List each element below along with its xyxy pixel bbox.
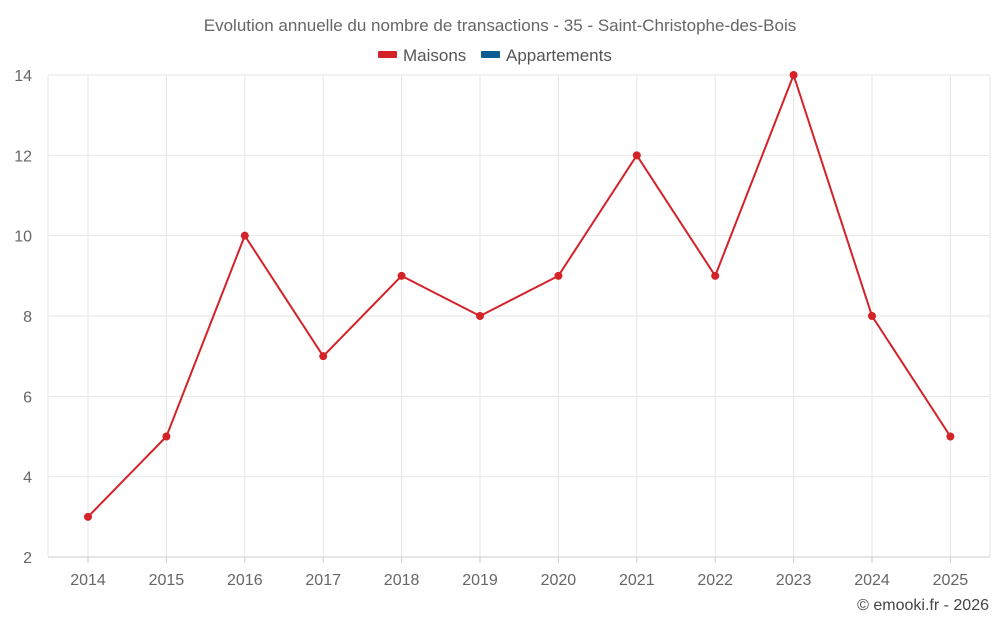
- x-tick-label: 2016: [227, 572, 263, 589]
- x-tick-label: 2017: [305, 572, 341, 589]
- series-line-maisons: [87, 74, 952, 518]
- data-point-maisons: [397, 271, 406, 280]
- y-tick-label: 2: [23, 550, 32, 567]
- data-point-maisons: [476, 312, 484, 320]
- x-tick-label: 2021: [619, 572, 655, 589]
- x-tick-label: 2025: [933, 572, 969, 589]
- x-tick-label: 2022: [697, 572, 733, 589]
- data-point-maisons: [789, 71, 798, 79]
- data-point-maisons: [711, 271, 720, 280]
- data-point-maisons: [162, 432, 171, 441]
- data-point-maisons: [240, 231, 249, 240]
- x-axis: 2014 2015 2016 2017 2018 2019 2020 2021 2022 2023…: [48, 556, 990, 589]
- chart-title: Evolution annuelle du nombre de transact…: [204, 16, 797, 35]
- legend-label-appartements: Appartements: [506, 46, 612, 65]
- x-tick-label: 2024: [854, 572, 890, 589]
- data-point-maisons: [946, 432, 955, 441]
- x-tick-label: 2014: [70, 572, 106, 589]
- y-tick-label: 6: [23, 389, 32, 406]
- y-tick-label: 8: [23, 309, 32, 326]
- y-tick-label: 14: [14, 68, 32, 85]
- x-tick-label: 2020: [541, 572, 577, 589]
- legend-label-maisons: Maisons: [403, 46, 466, 65]
- legend: Maisons Appartements: [378, 46, 612, 65]
- series-layer: [84, 71, 955, 521]
- legend-item-appartements[interactable]: Appartements: [481, 46, 612, 65]
- legend-item-maisons[interactable]: Maisons: [378, 46, 466, 65]
- y-tick-label: 4: [23, 470, 32, 487]
- y-tick-label: 10: [14, 229, 32, 246]
- grid: [48, 74, 990, 557]
- x-tick-label: 2018: [384, 572, 420, 589]
- y-tick-label: 12: [14, 148, 32, 165]
- data-point-maisons: [554, 271, 563, 280]
- legend-swatch-appartements: [481, 51, 500, 58]
- legend-swatch-maisons: [378, 51, 397, 58]
- data-point-maisons: [632, 151, 641, 160]
- x-tick-label: 2023: [776, 572, 812, 589]
- data-point-maisons: [84, 512, 92, 521]
- y-axis: 2 4 6 8 10 12 14: [14, 68, 991, 567]
- credit-text: © emooki.fr - 2026: [857, 597, 989, 614]
- x-tick-label: 2015: [149, 572, 185, 589]
- data-point-maisons: [319, 352, 328, 361]
- x-tick-label: 2019: [462, 572, 498, 589]
- data-point-maisons: [868, 312, 876, 320]
